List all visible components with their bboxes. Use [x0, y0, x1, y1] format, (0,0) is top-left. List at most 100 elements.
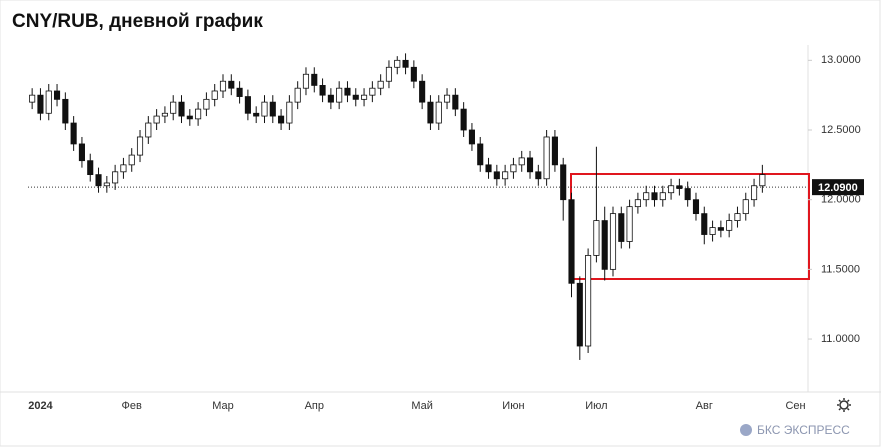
- candle-body: [29, 94, 36, 103]
- candle-body: [493, 171, 500, 180]
- candle-body: [485, 164, 492, 173]
- candle-body: [410, 66, 417, 82]
- candle-body: [327, 94, 334, 103]
- candle-body: [543, 136, 550, 180]
- y-tick-label: 13.0000: [821, 54, 861, 66]
- candle-body: [385, 66, 393, 82]
- candle-body: [253, 112, 260, 117]
- candle-body: [676, 185, 683, 189]
- candle-body: [518, 157, 525, 166]
- candle-body: [45, 90, 52, 114]
- candle-body: [734, 213, 741, 221]
- x-tick-label: Сен: [785, 400, 805, 412]
- candle-body: [568, 199, 575, 284]
- candle-body: [294, 87, 301, 103]
- candle-body: [62, 98, 69, 124]
- candle-body: [377, 80, 384, 89]
- candle-body: [87, 160, 94, 176]
- candle-body: [427, 101, 434, 124]
- candle-body: [651, 192, 658, 201]
- candle-body: [269, 101, 276, 117]
- candle-body: [278, 115, 285, 124]
- candle-body: [361, 94, 368, 100]
- candle-body: [601, 220, 608, 270]
- candle-body: [759, 174, 766, 187]
- candle-body: [560, 164, 567, 201]
- candle-body: [626, 206, 633, 242]
- candle-body: [643, 192, 650, 201]
- candle-body: [751, 185, 758, 201]
- candle-body: [228, 80, 235, 89]
- candle-body: [593, 220, 600, 256]
- candle-body: [576, 282, 583, 347]
- chart-title: CNY/RUB, дневной график: [12, 11, 263, 32]
- candle-body: [161, 112, 168, 117]
- y-tick-label: 12.5000: [821, 124, 861, 136]
- x-tick-label: Авг: [696, 400, 713, 412]
- candle-body: [95, 174, 102, 187]
- candle-body: [526, 157, 534, 173]
- candle-body: [460, 108, 467, 131]
- candle-body: [203, 98, 210, 110]
- candle-body: [510, 164, 517, 173]
- candle-body: [53, 90, 61, 100]
- candle-body: [402, 59, 409, 68]
- candle-body: [78, 143, 85, 162]
- candle-body: [609, 213, 617, 270]
- x-tick-label: 2024: [28, 400, 53, 412]
- candle-body: [468, 129, 475, 145]
- candle-body: [634, 199, 641, 208]
- candle-body: [153, 115, 160, 124]
- candle-body: [219, 80, 227, 92]
- gear[interactable]: [839, 400, 849, 410]
- candle-body: [419, 80, 426, 103]
- candle-body: [659, 192, 666, 201]
- candle-body: [195, 108, 202, 120]
- x-tick-label: Май: [411, 400, 433, 412]
- candle-body: [311, 73, 318, 86]
- candle-body: [128, 154, 135, 166]
- candle-body: [394, 59, 401, 68]
- candle-body: [236, 87, 243, 97]
- x-tick-label: Июн: [502, 400, 524, 412]
- candle-body: [336, 87, 343, 103]
- candle-body: [261, 101, 268, 117]
- candle-body: [452, 94, 459, 110]
- candle-body: [717, 227, 724, 231]
- candle-body: [618, 213, 625, 242]
- candle-body: [186, 115, 193, 120]
- y-tick-label: 11.0000: [821, 333, 860, 345]
- candle-body: [726, 220, 733, 231]
- gear-teeth[interactable]: [837, 398, 851, 412]
- candle-body: [701, 213, 708, 235]
- logo-icon: [740, 424, 752, 436]
- x-tick-label: Мар: [212, 400, 234, 412]
- candle-body: [352, 94, 359, 100]
- x-tick-label: Апр: [305, 400, 324, 412]
- candle-body: [136, 136, 144, 156]
- candle-body: [709, 227, 716, 235]
- candle-body: [170, 101, 177, 114]
- settings-icon[interactable]: [837, 398, 851, 412]
- candle-body: [435, 101, 442, 124]
- y-tick-label: 11.5000: [821, 263, 860, 275]
- candle-body: [551, 136, 558, 166]
- candle-body: [120, 164, 127, 173]
- candle-body: [37, 94, 44, 114]
- candle-body: [302, 73, 310, 89]
- candle-body: [692, 199, 700, 215]
- candle-body: [244, 96, 251, 114]
- candle-body: [145, 122, 152, 138]
- candle-body: [502, 171, 509, 180]
- candle-body: [286, 101, 293, 124]
- y-tick-label: 12.0000: [821, 194, 861, 206]
- x-tick-label: Июл: [585, 400, 607, 412]
- candle-body: [178, 101, 185, 117]
- candle-body: [103, 182, 110, 187]
- candle-body: [443, 94, 451, 103]
- candle-body: [742, 199, 749, 215]
- candle-body: [319, 85, 326, 96]
- candle-body: [668, 185, 675, 194]
